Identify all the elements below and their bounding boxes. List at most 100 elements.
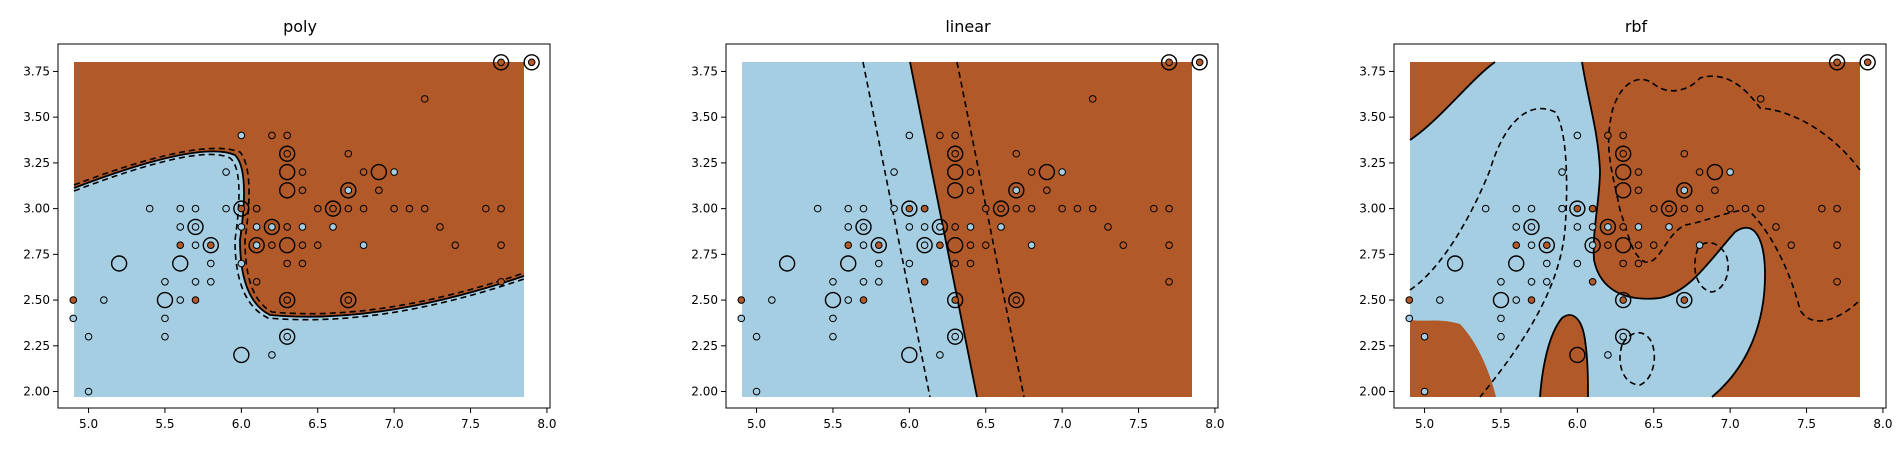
data-point-class1 (1165, 204, 1173, 213)
data-point-class1 (344, 204, 353, 213)
support-vector-ring (278, 182, 296, 199)
x-tick-label: 6.0 (1568, 417, 1587, 431)
support-vector-ring (916, 237, 933, 254)
data-point-class1 (951, 296, 959, 304)
data-point-class0 (1012, 186, 1021, 195)
data-point-class0 (237, 223, 246, 231)
data-point-class1 (497, 277, 505, 286)
support-vector-ring (1008, 182, 1025, 199)
data-point-class0 (1680, 186, 1689, 195)
data-point-class1 (176, 241, 185, 250)
data-point-class1 (1756, 95, 1765, 103)
data-point-class0 (176, 223, 185, 231)
data-point-class0 (1558, 204, 1566, 213)
data-point-class1 (359, 168, 368, 176)
panel-linear: linear 5.0 5.5 6.0 6.5 7.0 7.5 8.0 2.00 2.25 2.50… (691, 17, 1224, 431)
data-point-class1 (1027, 168, 1036, 176)
data-point-class1 (1741, 204, 1750, 213)
data-point-class1 (344, 149, 353, 158)
x-tick-label: 6.5 (308, 417, 327, 431)
data-point-class0 (1512, 204, 1521, 213)
data-point-class1 (1027, 204, 1036, 213)
data-point-class0 (1634, 223, 1643, 231)
margin-line (862, 61, 931, 398)
data-point-class0 (768, 296, 776, 304)
x-tick-label: 5.5 (823, 417, 842, 431)
support-vector-ring (278, 291, 296, 309)
data-point-class1 (859, 296, 868, 304)
data-point-class0 (813, 204, 822, 213)
data-point-class1 (1863, 58, 1872, 67)
data-point-class0 (206, 277, 215, 286)
support-vector-ring (946, 163, 964, 181)
data-point-class1 (1619, 223, 1627, 231)
data-point-class1 (1619, 296, 1627, 304)
data-point-class1 (313, 204, 322, 213)
data-point-class1 (874, 241, 883, 250)
y-tick-label: 3.00 (691, 202, 718, 216)
margin-line (73, 153, 525, 321)
support-vector-ring (248, 237, 265, 254)
y-tick-label: 3.50 (691, 110, 718, 124)
support-vector-ring (1508, 255, 1525, 272)
data-point-class0 (752, 387, 761, 396)
data-point-class0 (859, 204, 868, 213)
data-point-class1 (1787, 241, 1796, 250)
data-point-class0 (997, 223, 1005, 231)
data-point-class0 (874, 259, 883, 268)
support-vector-ring (1538, 237, 1555, 254)
support-vector-ring (156, 291, 174, 309)
data-point-class0 (191, 241, 200, 250)
support-vector-ring (1859, 54, 1876, 71)
x-tick-label: 8.0 (1873, 417, 1892, 431)
data-point-class0 (329, 223, 337, 231)
data-point-class0 (1405, 314, 1414, 323)
data-point-class0 (1527, 204, 1536, 213)
support-vector-ring (1828, 54, 1846, 71)
x-tick-label: 5.0 (747, 417, 766, 431)
support-vector-ring (992, 200, 1010, 217)
data-point-class0 (859, 241, 868, 250)
data-point-class1 (1588, 204, 1597, 213)
data-point-class0 (905, 259, 914, 268)
support-vector-ring (778, 255, 796, 272)
data-point-class1 (1150, 204, 1158, 213)
data-point-class0 (936, 223, 944, 231)
data-point-class1 (313, 241, 322, 250)
data-point-class0 (145, 204, 154, 213)
y-tick-label: 2.00 (1359, 385, 1386, 399)
y-tick-label: 3.25 (1359, 156, 1386, 170)
data-point-class1 (390, 204, 398, 213)
data-point-class1 (1512, 241, 1521, 250)
support-vector-ring (1676, 291, 1693, 309)
y-tick-label: 2.00 (23, 385, 50, 399)
data-point-class0 (1497, 332, 1505, 341)
data-point-class0 (1527, 223, 1536, 231)
data-point-class0 (1481, 204, 1490, 213)
data-point-class1 (283, 296, 291, 304)
data-point-class1 (1012, 204, 1021, 213)
support-vector-ring (340, 182, 357, 199)
data-point-class0 (1726, 168, 1734, 176)
data-point-class0 (176, 204, 185, 213)
data-point-class0 (1542, 259, 1551, 268)
data-point-class1 (1634, 186, 1643, 195)
x-tick-label: 5.0 (1415, 417, 1434, 431)
data-point-class1 (1165, 277, 1173, 286)
support-vector-ring (1446, 255, 1464, 272)
data-point-class0 (920, 223, 929, 231)
data-point-class1 (1195, 58, 1204, 67)
data-point-class1 (1604, 131, 1612, 140)
data-point-class1 (966, 186, 975, 195)
decision-boundary (1539, 314, 1589, 398)
x-tick-label: 7.5 (461, 417, 480, 431)
support-vector-ring (340, 291, 357, 309)
data-point-class0 (1573, 131, 1582, 140)
margin-line (73, 147, 525, 315)
support-vector-ring (233, 346, 250, 364)
decision-region-class1 (910, 62, 1192, 397)
support-vector-ring (1660, 200, 1678, 217)
support-vector-ring (172, 255, 189, 272)
support-vector-ring (901, 346, 918, 364)
data-point-class1 (1695, 204, 1704, 213)
